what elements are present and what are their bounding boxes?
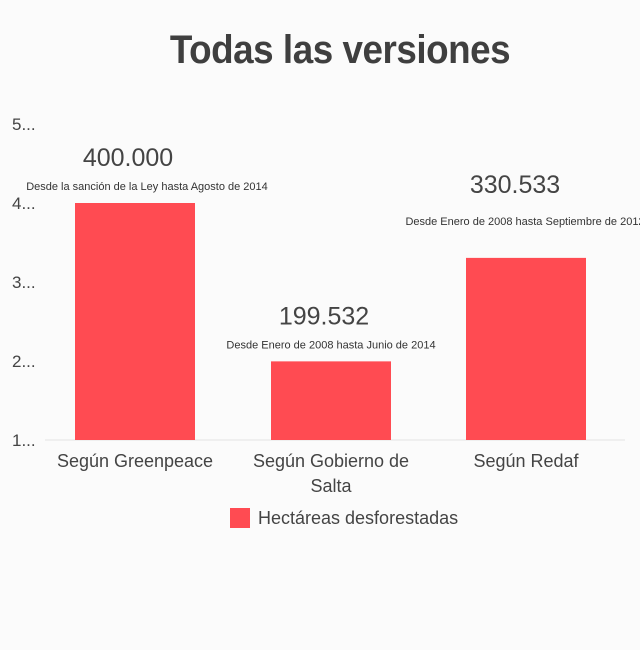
legend[interactable]: Hectáreas desforestadas [230,506,458,530]
y-tick-label: 3... [12,273,36,292]
y-tick-label: 1... [12,431,36,450]
y-tick-label: 5... [12,115,36,134]
data-label: 330.533 [470,171,560,199]
legend-swatch [230,508,250,528]
x-tick-label: Según Redaf [473,451,579,471]
x-axis: Según Greenpeace Según Gobierno de Salta Se… [57,451,580,496]
bar[interactable] [466,257,586,440]
annotation: Desde la sanción de la Ley hasta Agosto … [26,181,268,193]
data-label: 400.000 [83,144,173,172]
annotation: Desde Enero de 2008 hasta Junio de 2014 [226,339,435,351]
y-axis: 1... 2... 3... 4... 5... [12,115,36,450]
bar[interactable] [271,361,391,440]
bar-group [75,203,586,440]
bar[interactable] [75,203,195,440]
legend-label: Hectáreas desforestadas [258,507,459,528]
data-labels: 400.000 Desde la sanción de la Ley hasta … [26,144,640,351]
y-tick-label: 2... [12,352,36,371]
chart-title: Todas las versiones [169,28,511,72]
x-tick-label: Según Gobierno de Salta [253,451,409,496]
data-label: 199.532 [279,302,369,330]
x-tick-label: Según Greenpeace [57,451,213,471]
annotation: Desde Enero de 2008 hasta Septiembre de … [405,216,640,228]
y-tick-label: 4... [12,194,36,213]
